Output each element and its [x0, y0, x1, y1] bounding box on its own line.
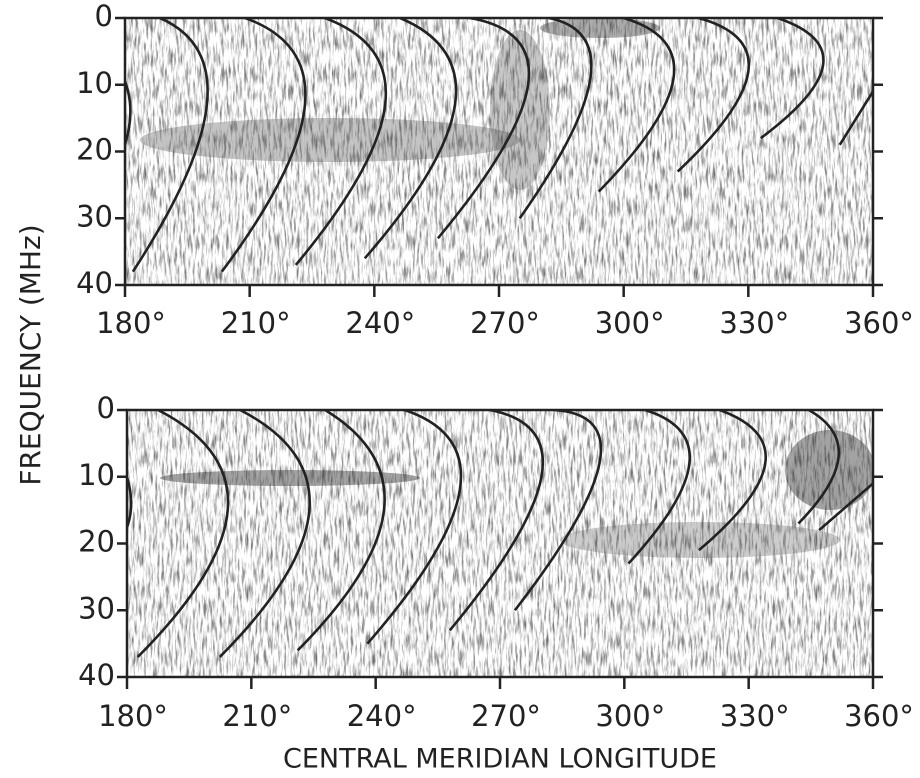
arc-curve [597, 18, 676, 193]
arc-curve [220, 18, 307, 273]
arc-curve [131, 18, 209, 273]
arc-curve [125, 78, 132, 149]
x-tick-label: 330° [719, 306, 789, 340]
curves [125, 18, 873, 273]
arc-curve [363, 18, 458, 260]
x-tick-label: 240° [345, 306, 415, 340]
arc-curve [218, 410, 311, 658]
arc-curve [448, 410, 545, 632]
y-tick-label: 10 [76, 66, 113, 100]
x-tick-label: 180° [96, 306, 166, 340]
arc-curve [760, 18, 825, 140]
y-tick-label: 40 [78, 658, 115, 692]
arc-curve [797, 410, 841, 525]
y-tick-label: 30 [78, 591, 115, 625]
x-tick-label: 270° [470, 306, 540, 340]
x-tick-label: 330° [720, 699, 790, 733]
arc-curve [838, 90, 873, 146]
x-tick-label: 210° [222, 699, 292, 733]
arc-curve [698, 410, 767, 552]
x-tick-label: 360° [844, 699, 914, 733]
arc-curve [513, 410, 603, 612]
x-tick-label: 180° [98, 699, 168, 733]
y-tick-label: 10 [78, 458, 115, 492]
arc-curve [366, 410, 463, 645]
y-tick-label: 0 [97, 391, 115, 425]
x-tick-label: 270° [471, 699, 541, 733]
y-tick-label: 20 [78, 525, 115, 559]
x-tick-label: 300° [595, 306, 665, 340]
arc-curve [676, 18, 750, 173]
arc-curve [627, 410, 691, 565]
spectrum-texture [125, 18, 873, 285]
x-axis-label: CENTRAL MERIDIAN LONGITUDE [283, 744, 717, 775]
spectrum-texture [127, 410, 873, 677]
y-axis-label: FREQUENCY (MHz) [14, 224, 47, 485]
arc-curve [296, 410, 386, 652]
x-tick-label: 210° [221, 306, 291, 340]
x-tick-label: 240° [347, 699, 417, 733]
curves [127, 410, 873, 658]
x-tick-label: 300° [595, 699, 665, 733]
x-tick-label: 360° [844, 306, 914, 340]
arc-curve [294, 18, 387, 266]
arc-curve [518, 18, 593, 219]
y-tick-label: 0 [95, 0, 113, 33]
y-tick-label: 30 [76, 199, 113, 233]
y-tick-label: 20 [76, 133, 113, 167]
arc-curve [818, 482, 873, 532]
arc-curve [127, 473, 133, 531]
y-tick-label: 40 [76, 266, 113, 300]
arc-curve [436, 18, 531, 240]
arc-curve [136, 410, 230, 658]
